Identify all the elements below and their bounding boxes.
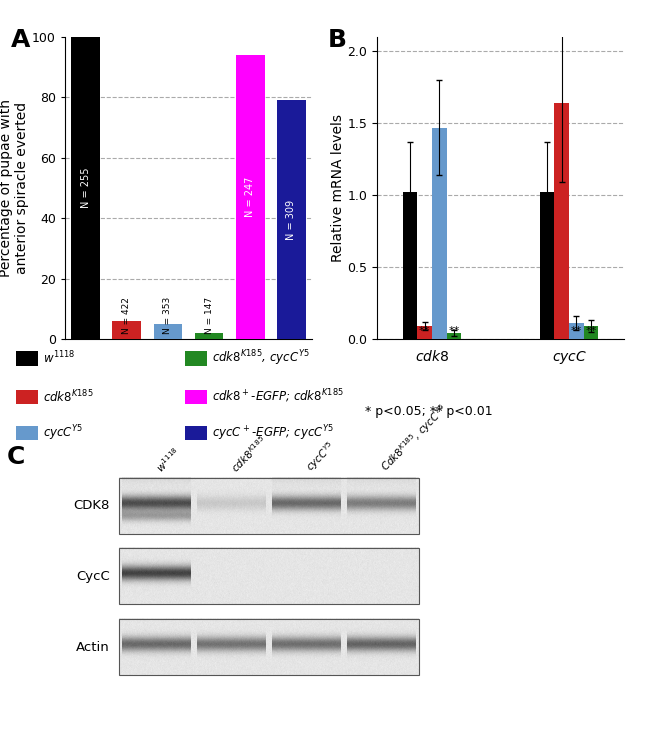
Text: N = 247: N = 247 [245, 177, 255, 217]
Bar [236, 55, 265, 339]
Text: $cdk8^{K185}$: $cdk8^{K185}$ [228, 433, 270, 475]
Text: $cdk8^{K185}$: $cdk8^{K185}$ [44, 388, 94, 405]
Text: B: B [328, 28, 346, 52]
Text: $w^{1118}$: $w^{1118}$ [153, 444, 184, 475]
Text: N = 255: N = 255 [81, 168, 90, 208]
Y-axis label: Percentage of pupae with
anterior spiracle everted: Percentage of pupae with anterior spirac… [0, 99, 29, 277]
Text: N = 147: N = 147 [205, 297, 214, 335]
Text: C: C [6, 445, 25, 469]
Text: Actin: Actin [76, 640, 110, 654]
Bar [417, 326, 432, 339]
Bar [584, 326, 599, 339]
Text: **: ** [448, 326, 460, 336]
Bar [569, 324, 584, 339]
Bar [185, 426, 207, 440]
Bar [112, 321, 141, 339]
Text: CDK8: CDK8 [73, 499, 110, 512]
Y-axis label: Relative mRNA levels: Relative mRNA levels [330, 114, 344, 262]
Bar [119, 548, 419, 604]
Text: $w^{1118}$: $w^{1118}$ [44, 350, 76, 367]
Text: $cycC^+$-EGFP; $cycC^{Y5}$: $cycC^+$-EGFP; $cycC^{Y5}$ [213, 423, 335, 443]
Text: **: ** [571, 326, 582, 336]
Bar [153, 324, 182, 339]
Text: N = 353: N = 353 [163, 297, 172, 335]
Bar [16, 426, 38, 440]
Bar [447, 333, 461, 339]
Bar [185, 351, 207, 366]
Bar [195, 333, 224, 339]
Bar [185, 389, 207, 404]
Text: $Cdk8^{K185}$, $cycC^{Y5}$: $Cdk8^{K185}$, $cycC^{Y5}$ [378, 401, 452, 475]
Text: * p<0.05; ** p<0.01: * p<0.05; ** p<0.01 [365, 405, 493, 418]
Bar [277, 100, 305, 339]
Bar [402, 192, 417, 339]
Text: A: A [10, 28, 30, 52]
Text: N = 309: N = 309 [287, 200, 296, 240]
Text: $cdk8^{K185}$, $cycC^{Y5}$: $cdk8^{K185}$, $cycC^{Y5}$ [213, 349, 310, 368]
Text: $cycC^{Y5}$: $cycC^{Y5}$ [303, 438, 340, 475]
Text: CycC: CycC [76, 570, 110, 583]
Bar [554, 103, 569, 339]
Bar [16, 389, 38, 404]
Text: $cdk8^+$-EGFP; $cdk8^{K185}$: $cdk8^+$-EGFP; $cdk8^{K185}$ [213, 388, 344, 405]
Bar [432, 128, 447, 339]
Text: N = 422: N = 422 [122, 298, 131, 335]
Text: **: ** [586, 326, 597, 336]
Bar [119, 478, 419, 534]
Bar [16, 351, 38, 366]
Text: $cycC^{Y5}$: $cycC^{Y5}$ [44, 423, 84, 443]
Bar [119, 619, 419, 675]
Bar [72, 37, 100, 339]
Bar [540, 192, 554, 339]
Text: **: ** [419, 326, 430, 336]
